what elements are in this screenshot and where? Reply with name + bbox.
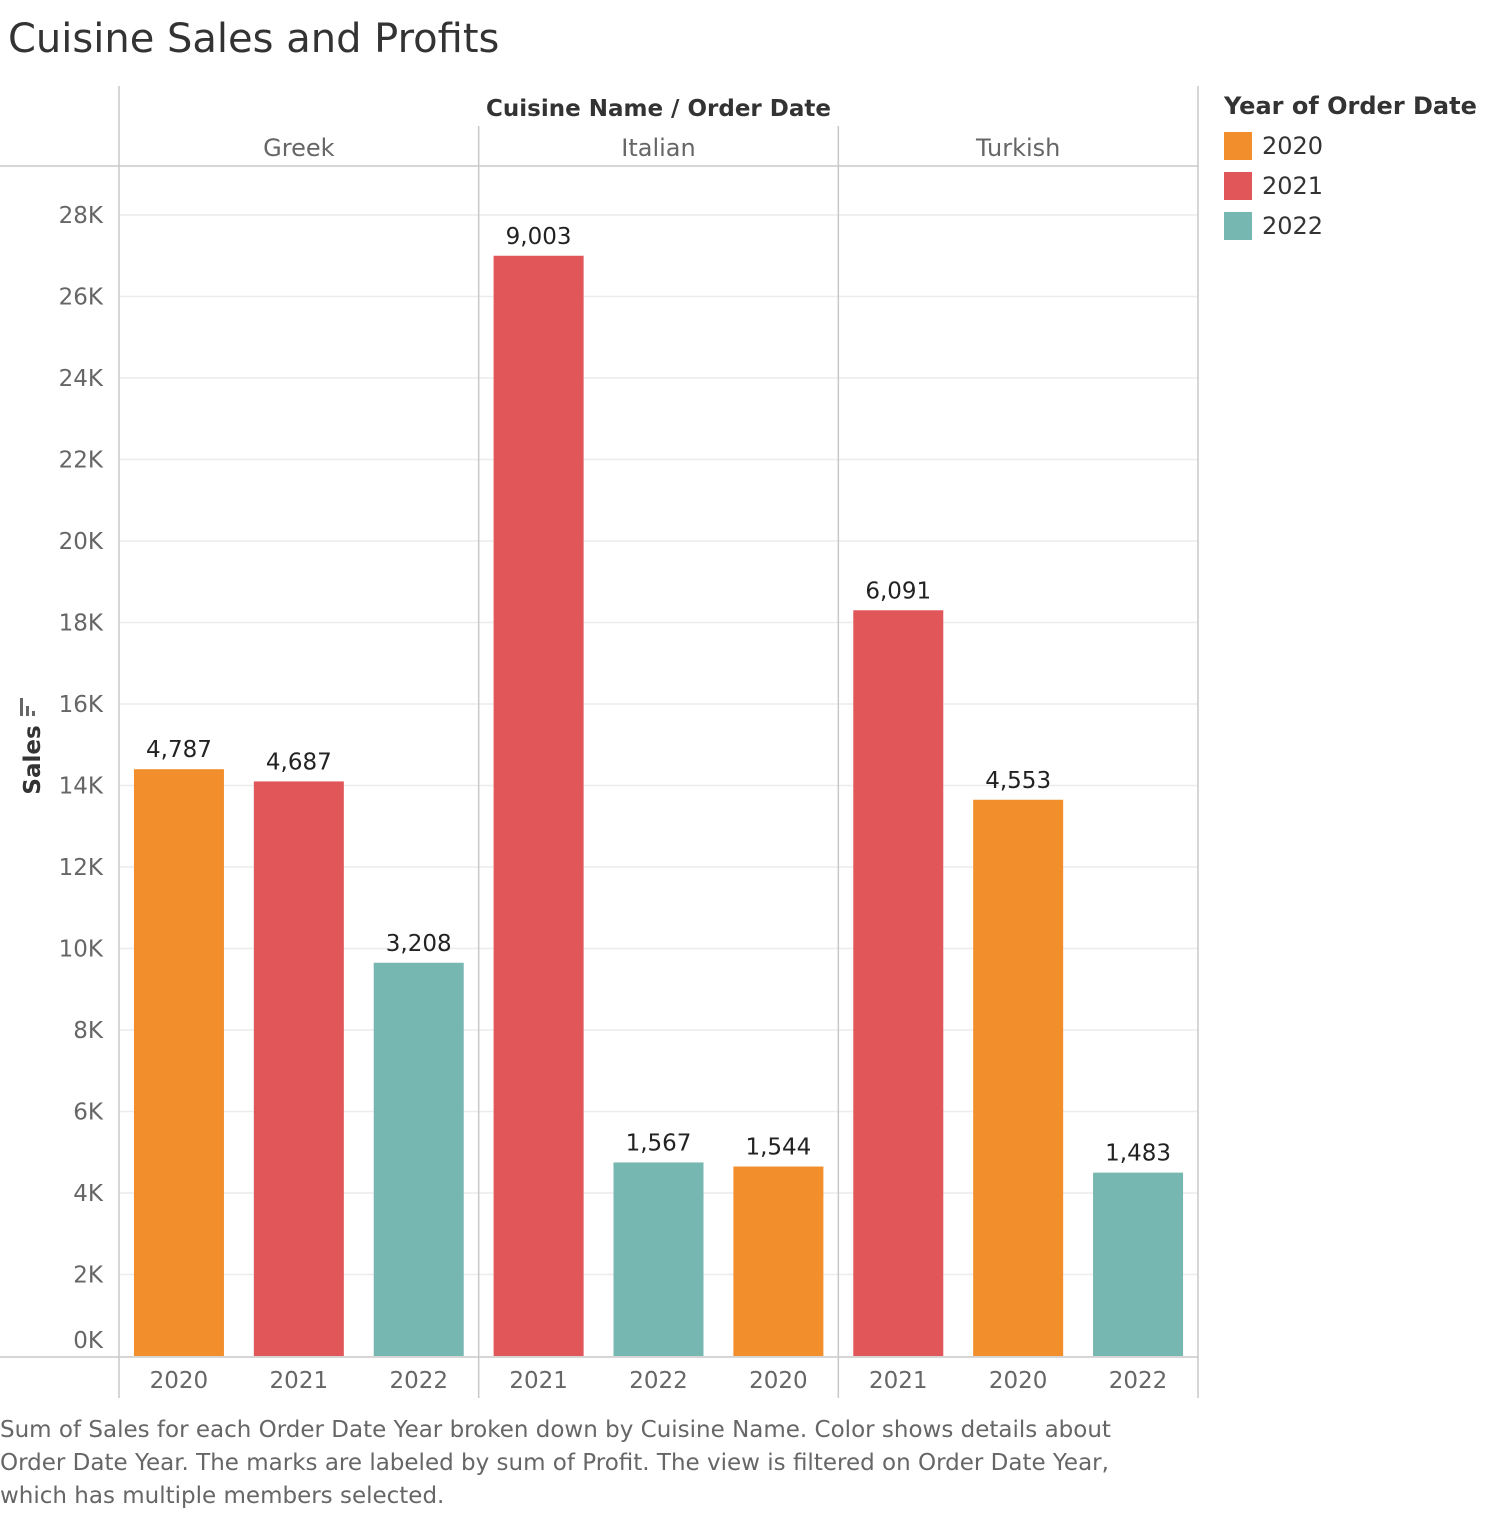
y-tick-label-12: 24K	[59, 366, 104, 392]
y-tick-label-0: 0K	[73, 1328, 104, 1354]
bar-turkish-2021	[853, 610, 944, 1356]
legend-swatch-2022	[1224, 212, 1252, 240]
data-label-italian-2020: 1,544	[745, 1135, 811, 1161]
x-tick-label-italian-2022: 2022	[629, 1368, 688, 1394]
data-label-turkish-2022: 1,483	[1105, 1141, 1171, 1167]
legend-item-2020[interactable]: 2020	[1224, 126, 1477, 166]
x-tick-label-turkish-2021: 2021	[869, 1368, 928, 1394]
legend: Year of Order Date 2020 2021 2022	[1224, 92, 1477, 246]
sort-icon-bar-1	[20, 698, 23, 716]
y-tick-label-8: 16K	[59, 692, 104, 718]
legend-label-2021: 2021	[1262, 172, 1324, 200]
y-tick-label-11: 22K	[59, 448, 104, 474]
legend-item-2021[interactable]: 2021	[1224, 166, 1477, 206]
bar-greek-2021	[253, 781, 344, 1356]
legend-item-2022[interactable]: 2022	[1224, 206, 1477, 246]
legend-title: Year of Order Date	[1224, 92, 1477, 120]
y-tick-label-5: 10K	[59, 937, 104, 963]
x-tick-label-greek-2022: 2022	[389, 1368, 448, 1394]
x-tick-label-italian-2020: 2020	[749, 1368, 808, 1394]
bar-greek-2022	[373, 962, 464, 1356]
group-label-greek: Greek	[263, 134, 334, 162]
y-tick-label-7: 14K	[59, 774, 104, 800]
y-tick-label-4: 8K	[73, 1018, 104, 1044]
column-header: Cuisine Name / Order Date	[486, 96, 831, 122]
y-tick-label-3: 6K	[73, 1100, 104, 1126]
data-label-italian-2021: 9,003	[506, 224, 572, 250]
bar-italian-2020	[733, 1166, 824, 1356]
group-label-italian: Italian	[621, 134, 695, 162]
data-label-turkish-2021: 6,091	[865, 578, 931, 604]
data-label-greek-2020: 4,787	[146, 737, 212, 763]
x-tick-label-turkish-2022: 2022	[1109, 1368, 1168, 1394]
y-tick-label-10: 20K	[59, 529, 104, 555]
x-tick-label-italian-2021: 2021	[509, 1368, 568, 1394]
legend-label-2022: 2022	[1262, 212, 1324, 240]
bar-italian-2021	[493, 255, 584, 1356]
x-tick-label-turkish-2020: 2020	[989, 1368, 1048, 1394]
legend-label-2020: 2020	[1262, 132, 1324, 160]
legend-swatch-2021	[1224, 172, 1252, 200]
y-tick-label-6: 12K	[59, 855, 104, 881]
bar-italian-2022	[613, 1162, 704, 1356]
sort-icon-bar-2	[26, 706, 29, 716]
bar-turkish-2020	[973, 799, 1064, 1356]
chart-caption: Sum of Sales for each Order Date Year br…	[0, 1417, 1111, 1509]
data-label-greek-2022: 3,208	[386, 931, 452, 957]
data-label-greek-2021: 4,687	[266, 749, 332, 775]
data-label-turkish-2020: 4,553	[985, 768, 1051, 794]
group-label-turkish: Turkish	[975, 134, 1060, 162]
y-tick-label-9: 18K	[59, 611, 104, 637]
x-tick-label-greek-2020: 2020	[150, 1368, 209, 1394]
y-tick-label-14: 28K	[59, 203, 104, 229]
y-tick-label-1: 2K	[73, 1263, 104, 1289]
data-label-italian-2022: 1,567	[626, 1130, 692, 1156]
y-axis-title: Sales	[20, 725, 46, 794]
bar-turkish-2022	[1093, 1172, 1184, 1356]
y-tick-label-13: 26K	[59, 285, 104, 311]
legend-swatch-2020	[1224, 132, 1252, 160]
sort-icon-bar-3	[32, 711, 35, 716]
y-tick-label-2: 4K	[73, 1181, 104, 1207]
bar-greek-2020	[133, 769, 224, 1356]
x-tick-label-greek-2021: 2021	[270, 1368, 329, 1394]
chart-title: Cuisine Sales and Profits	[8, 16, 500, 62]
